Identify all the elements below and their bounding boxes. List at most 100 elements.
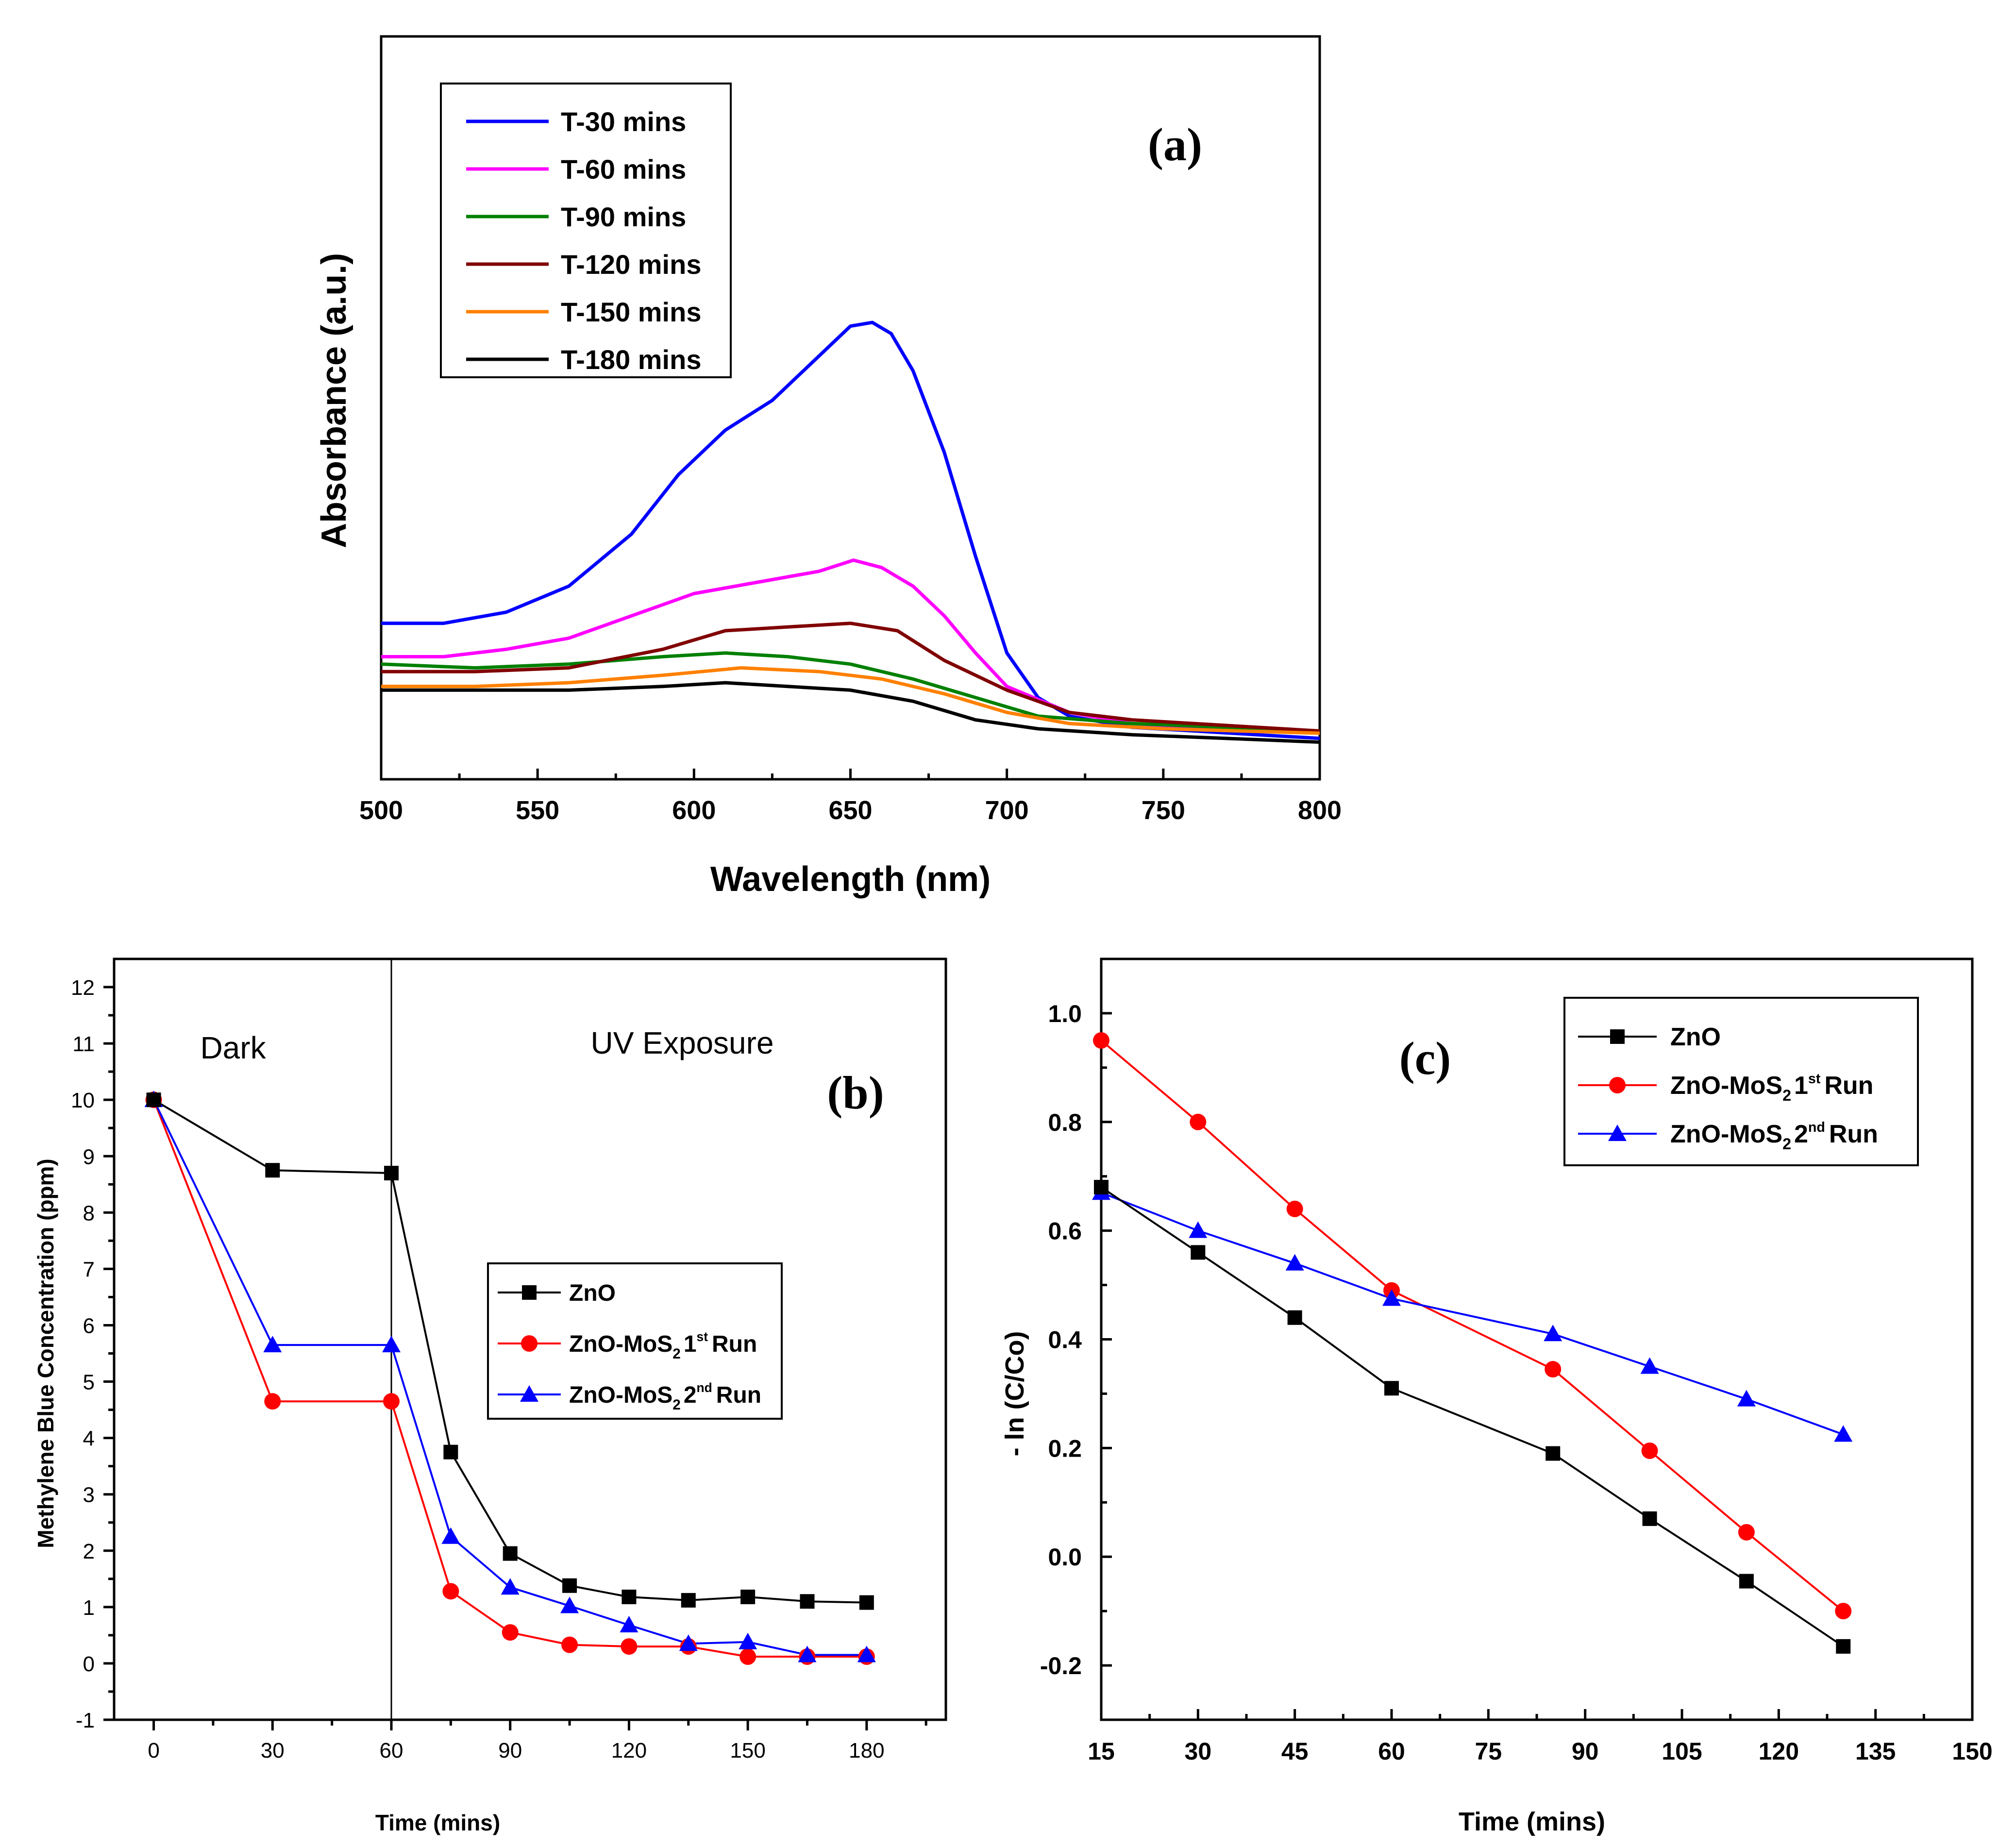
- y-tick-label: 3: [83, 1483, 95, 1507]
- legend-label: ZnO: [569, 1280, 616, 1306]
- legend-sub: 2: [1782, 1087, 1791, 1104]
- x-tick-label: 75: [1475, 1738, 1502, 1765]
- legend-marker: [521, 1335, 538, 1352]
- y-tick-label: 1: [83, 1596, 95, 1620]
- chart-panel-c: 15 30 45 60 75 90 105 120 135 150 -0.2 0.0 0.2 0.4 0.6…: [1000, 957, 1993, 1836]
- legend-suffix: Run: [712, 1331, 757, 1357]
- data-point: [798, 1645, 817, 1662]
- y-tick-label: 0: [83, 1652, 95, 1676]
- legend-name: ZnO-MoS: [569, 1382, 672, 1408]
- legend-sub: 2: [1782, 1135, 1791, 1153]
- legend-label: T-150 mins: [561, 297, 701, 327]
- data-point: [443, 1444, 458, 1460]
- data-point: [1546, 1446, 1561, 1461]
- x-axis-title: Wavelength (nm): [710, 860, 991, 899]
- data-point: [503, 1546, 518, 1561]
- y-tick-label: 4: [83, 1427, 95, 1451]
- panel-label: (a): [1148, 118, 1202, 170]
- x-tick-label: 15: [1088, 1738, 1115, 1765]
- data-point: [502, 1624, 519, 1641]
- data-point: [264, 1393, 281, 1410]
- legend-num: 1: [1794, 1072, 1808, 1100]
- x-tick-label: 30: [261, 1739, 285, 1762]
- data-point: [146, 1092, 161, 1108]
- y-tick-label: 2: [83, 1540, 95, 1563]
- data-point: [1189, 1221, 1208, 1238]
- x-tick-label: 90: [1572, 1738, 1599, 1765]
- legend-name: ZnO: [569, 1280, 616, 1306]
- data-point: [622, 1589, 637, 1604]
- x-tick-label: 650: [828, 796, 872, 825]
- series-line: [1101, 1192, 1844, 1436]
- data-point: [442, 1583, 459, 1600]
- legend-label: T-180 mins: [561, 344, 701, 375]
- data-point: [383, 1393, 400, 1410]
- x-axis-title: Time (mins): [375, 1810, 500, 1835]
- legend: T-30 mins T-60 mins T-90 mins T-120 mins T-1…: [440, 83, 732, 378]
- y-tick-label: 11: [72, 1032, 95, 1056]
- y-tick-label: 12: [71, 976, 95, 1000]
- legend-num: 2: [1794, 1120, 1808, 1148]
- y-tick-label: -1: [76, 1709, 95, 1732]
- data-point: [1738, 1524, 1755, 1541]
- x-tick-label: 700: [985, 796, 1029, 825]
- data-point: [740, 1589, 756, 1604]
- x-tick-label: 45: [1281, 1738, 1309, 1765]
- y-tick-label: 9: [83, 1145, 95, 1169]
- data-point: [1737, 1390, 1756, 1407]
- x-tick-label: 60: [1378, 1738, 1405, 1765]
- data-point: [800, 1594, 815, 1609]
- data-point: [384, 1166, 399, 1181]
- legend-suffix: Run: [716, 1382, 761, 1408]
- legend-label: T-30 mins: [561, 106, 686, 137]
- data-point: [265, 1163, 280, 1178]
- data-point: [1640, 1357, 1659, 1374]
- x-tick-label: 500: [359, 796, 403, 825]
- x-tick-label: 120: [611, 1739, 647, 1762]
- data-point: [1642, 1511, 1657, 1526]
- data-point: [1835, 1603, 1852, 1620]
- legend-label: ZnO-MoS2 2nd Run: [1670, 1120, 1878, 1153]
- x-tick-label: 600: [672, 796, 716, 825]
- x-tick-label: 90: [498, 1739, 522, 1762]
- y-tick-label: 0.4: [1048, 1326, 1082, 1354]
- y-axis-title: Absorbance (a.u.): [315, 253, 353, 548]
- data-point: [1834, 1425, 1853, 1442]
- data-point: [1093, 1032, 1109, 1049]
- data-point: [620, 1615, 638, 1632]
- annotation-uv: UV Exposure: [590, 1025, 773, 1060]
- legend-sub: 2: [672, 1346, 681, 1362]
- plot-area-frame: [113, 957, 947, 1721]
- x-tick-label: 150: [730, 1739, 765, 1762]
- y-tick-label: 5: [83, 1371, 95, 1394]
- y-tick-label: 10: [71, 1089, 95, 1112]
- y-tick-label: 0.0: [1048, 1544, 1082, 1571]
- legend-marker: [520, 1385, 538, 1402]
- series-line: [381, 681, 1320, 744]
- x-tick-label: 120: [1759, 1738, 1799, 1765]
- data-point: [1836, 1639, 1851, 1654]
- legend-suffix: Run: [1824, 1072, 1873, 1100]
- x-tick-label: 135: [1855, 1738, 1896, 1765]
- x-tick-label: 30: [1185, 1738, 1212, 1765]
- data-point: [739, 1648, 756, 1665]
- legend-marker: [1608, 1124, 1627, 1141]
- data-point: [560, 1596, 579, 1613]
- legend-suffix: Run: [1829, 1120, 1878, 1148]
- y-tick-label: 1.0: [1048, 1000, 1082, 1027]
- data-point: [1544, 1325, 1562, 1342]
- data-point: [1286, 1200, 1303, 1217]
- legend-sub: 2: [672, 1397, 681, 1413]
- data-point: [1190, 1113, 1207, 1130]
- legend-name: ZnO-MoS: [1670, 1072, 1782, 1100]
- data-point: [441, 1527, 460, 1544]
- x-tick-label: 800: [1298, 796, 1342, 825]
- series-line: [381, 651, 1320, 733]
- data-point: [501, 1578, 520, 1595]
- x-tick-label: 180: [849, 1739, 884, 1762]
- series-line: [1100, 1040, 1844, 1612]
- y-tick-label: -0.2: [1040, 1652, 1082, 1679]
